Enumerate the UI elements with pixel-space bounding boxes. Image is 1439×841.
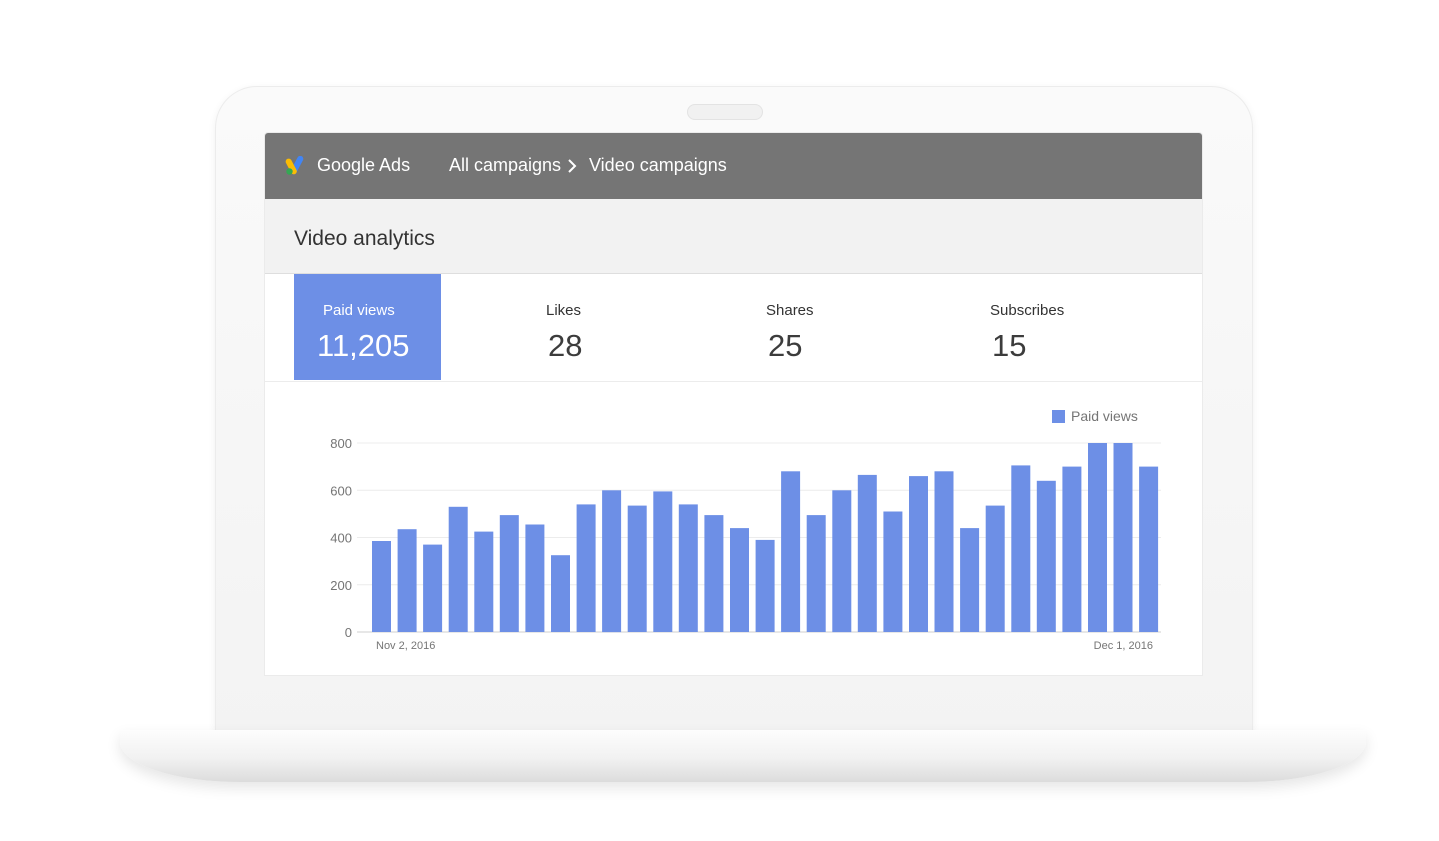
bar[interactable]: [1113, 443, 1133, 632]
bar[interactable]: [781, 471, 801, 632]
bar[interactable]: [678, 504, 698, 632]
chevron-right-icon: [568, 159, 577, 173]
metric-value: 15: [992, 328, 1027, 363]
bar-chart: 0 200 400 600 800 Nov 2, 2016 Dec 1, 2016: [330, 436, 1161, 652]
bar[interactable]: [832, 490, 852, 633]
bar[interactable]: [423, 544, 443, 632]
metric-value: 28: [548, 328, 583, 363]
bar[interactable]: [909, 476, 928, 632]
page-title: Video analytics: [294, 227, 435, 250]
bar[interactable]: [1062, 466, 1082, 632]
bar[interactable]: [704, 515, 724, 632]
title-bar: Video analytics: [265, 199, 1202, 274]
metric-value: 11,205: [317, 328, 410, 363]
google-ads-logo-icon[interactable]: [285, 156, 307, 176]
bar[interactable]: [883, 511, 903, 633]
breadcrumb-all-campaigns[interactable]: All campaigns: [449, 155, 562, 175]
bar[interactable]: [985, 505, 1005, 632]
bar[interactable]: [755, 539, 775, 632]
bar[interactable]: [1011, 465, 1031, 632]
y-tick-label: 600: [330, 483, 352, 498]
bar[interactable]: [960, 528, 980, 632]
bar[interactable]: [525, 524, 545, 633]
bar[interactable]: [806, 515, 826, 632]
bar[interactable]: [1088, 443, 1107, 632]
top-bar: Google Ads All campaigns Video campaigns: [265, 133, 1202, 199]
y-tick-label: 200: [330, 578, 352, 593]
metric-tab-shares[interactable]: Shares 25: [745, 274, 885, 380]
metric-tab-paid-views[interactable]: Paid views 11,205: [294, 274, 441, 380]
bar[interactable]: [627, 505, 647, 632]
bar[interactable]: [857, 474, 877, 632]
y-tick-label: 400: [330, 531, 352, 546]
webcam: [687, 104, 763, 120]
metric-label: Paid views: [323, 302, 395, 319]
metric-label: Shares: [766, 302, 814, 319]
brand-name[interactable]: Google Ads: [317, 155, 411, 175]
laptop-base: [120, 730, 1366, 782]
bar[interactable]: [1139, 466, 1159, 632]
bar[interactable]: [934, 471, 954, 632]
legend-swatch: [1052, 410, 1065, 423]
chart-area: 0 200 400 600 800 Nov 2, 2016 Dec 1, 2016 Paid…: [265, 382, 1202, 675]
bar[interactable]: [397, 529, 417, 632]
y-tick-label: 800: [330, 436, 352, 451]
bar[interactable]: [474, 531, 494, 632]
logo-green-dot: [286, 168, 293, 175]
bar[interactable]: [1036, 480, 1056, 632]
y-tick-label: 0: [345, 625, 352, 640]
screen: Google Ads All campaigns Video campaigns…: [265, 133, 1202, 675]
metric-label: Subscribes: [990, 302, 1065, 319]
bar[interactable]: [576, 504, 596, 632]
x-tick-label: Nov 2, 2016: [376, 640, 435, 652]
bar[interactable]: [499, 515, 519, 632]
metric-label: Likes: [546, 302, 582, 319]
bar[interactable]: [653, 491, 673, 632]
logo-yellow-stroke: [285, 158, 297, 175]
bar[interactable]: [448, 506, 468, 632]
breadcrumb-video-campaigns[interactable]: Video campaigns: [589, 155, 727, 175]
x-tick-label: Dec 1, 2016: [1094, 640, 1153, 652]
bar[interactable]: [551, 555, 570, 632]
bar[interactable]: [730, 528, 749, 632]
bar[interactable]: [602, 490, 622, 633]
bar[interactable]: [372, 541, 391, 632]
legend-label: Paid views: [1071, 408, 1138, 424]
metrics-bar: Paid views 11,205 Likes 28 Shares 25 Sub…: [265, 274, 1202, 382]
chart-legend[interactable]: Paid views: [1052, 408, 1138, 424]
metric-value: 25: [768, 328, 803, 363]
metric-tab-subscribes[interactable]: Subscribes 15: [969, 274, 1129, 380]
metric-tab-likes[interactable]: Likes 28: [525, 274, 645, 380]
